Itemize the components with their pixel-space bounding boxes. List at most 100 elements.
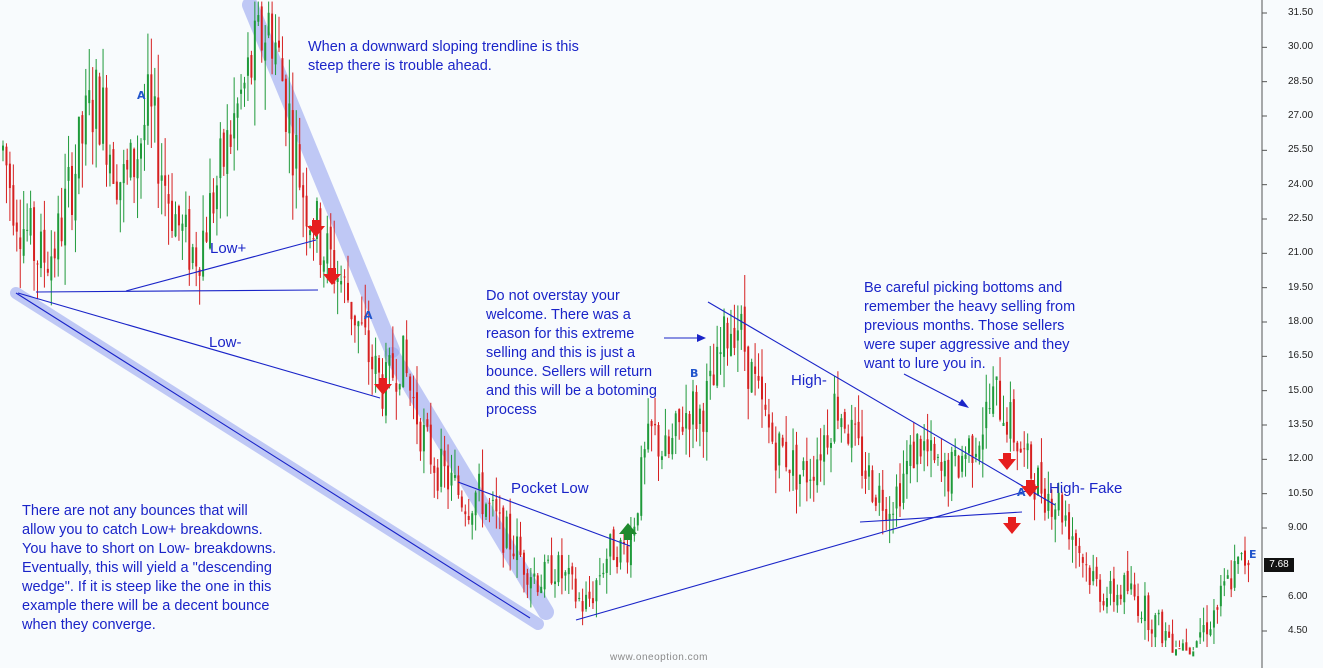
candle-body <box>678 409 681 423</box>
candle-body <box>1212 610 1215 628</box>
pattern-letter-a: A <box>1017 486 1026 499</box>
candle-body <box>560 555 563 579</box>
candle-body <box>302 185 305 198</box>
candle-body <box>278 40 280 48</box>
candle-body <box>912 441 915 469</box>
candle-body <box>464 511 467 515</box>
candle-body <box>936 456 939 458</box>
candle-body <box>209 193 211 249</box>
candle-body <box>767 414 770 428</box>
candle-body <box>198 269 201 276</box>
candle-body <box>864 470 867 479</box>
candle-body <box>1143 595 1146 622</box>
candle-body <box>916 434 919 465</box>
candle-body <box>1071 536 1074 540</box>
candle-body <box>260 6 263 51</box>
candle-body <box>478 473 481 489</box>
pattern-letter-a: A <box>364 309 373 322</box>
candle-body <box>778 433 781 466</box>
label-low-plus: Low+ <box>210 240 247 257</box>
candle-body <box>650 421 653 427</box>
candle-body <box>591 598 594 604</box>
candle-body <box>305 195 308 227</box>
candle-body <box>795 444 798 490</box>
candle-body <box>157 97 160 184</box>
candle-body <box>1150 629 1153 634</box>
candle-body <box>1078 545 1081 554</box>
candle-body <box>288 103 291 134</box>
candle-body <box>236 103 239 118</box>
candle-body <box>29 208 32 236</box>
candle-body <box>1185 642 1188 651</box>
candle-body <box>409 376 412 391</box>
candle-body <box>291 110 294 176</box>
candle-body <box>298 144 301 188</box>
candle-body <box>640 457 643 516</box>
candle-body <box>981 434 984 450</box>
candle-body <box>1026 443 1029 451</box>
candle-body <box>516 536 519 561</box>
candle-body <box>1016 442 1019 452</box>
flat-support-line <box>859 511 1023 523</box>
signal-arrows <box>307 220 1039 540</box>
candle-body <box>43 229 46 263</box>
price-axis-tick-label: 15.00 <box>1288 384 1314 396</box>
candle-body <box>923 441 926 451</box>
candle-body <box>1119 594 1122 600</box>
annotation-overstay: Do not overstay your welcome. There was … <box>486 288 657 418</box>
candle-body <box>457 475 460 495</box>
candle-body <box>467 515 470 520</box>
candle-body <box>1192 651 1195 657</box>
candle-body <box>943 460 946 477</box>
candle-body <box>536 575 539 593</box>
watermark: www.oneoption.com <box>610 652 708 663</box>
candle-body <box>705 380 708 433</box>
price-axis-tick-label: 19.50 <box>1288 281 1314 293</box>
candle-body <box>1175 649 1177 656</box>
candle-body <box>422 424 425 452</box>
candle-body <box>1019 448 1022 453</box>
candle-body <box>826 435 829 448</box>
candle-body <box>353 315 356 326</box>
candle-body <box>664 435 667 457</box>
price-axis-tick-label: 30.00 <box>1288 41 1314 53</box>
careful-pointer-arrowhead <box>958 399 969 408</box>
candle-body <box>702 410 705 432</box>
candle-body <box>440 448 443 487</box>
candle-body <box>77 116 80 179</box>
candle-body <box>850 419 853 448</box>
candle-body <box>481 472 484 515</box>
high-minus-line <box>707 301 1056 506</box>
candle-body <box>885 509 888 521</box>
candle-body <box>360 322 363 324</box>
candle-body <box>119 182 122 201</box>
candle-body <box>564 572 567 576</box>
candle-body <box>554 581 556 585</box>
candle-body <box>947 459 950 492</box>
candle-body <box>485 504 487 517</box>
candles-group <box>2 1 1250 657</box>
candle-body <box>1168 631 1171 638</box>
candle-body <box>336 277 339 282</box>
candle-body <box>133 148 136 178</box>
candle-body <box>543 561 546 590</box>
candle-body <box>33 207 36 261</box>
candle-body <box>1130 583 1133 590</box>
candle-body <box>205 232 208 242</box>
candle-body <box>578 597 581 599</box>
candle-body <box>798 474 801 485</box>
candle-body <box>874 497 877 506</box>
candle-body <box>830 442 832 448</box>
candle-body <box>612 529 615 560</box>
candle-body <box>284 78 287 132</box>
candle-body <box>2 145 4 151</box>
candle-body <box>405 339 408 374</box>
candle-body <box>281 58 284 82</box>
candle-body <box>312 238 315 240</box>
candle-body <box>1209 629 1212 636</box>
candle-body <box>867 465 870 477</box>
sell-arrow-icon <box>1003 517 1021 534</box>
candle-body <box>136 159 139 179</box>
candle-body <box>98 76 101 145</box>
